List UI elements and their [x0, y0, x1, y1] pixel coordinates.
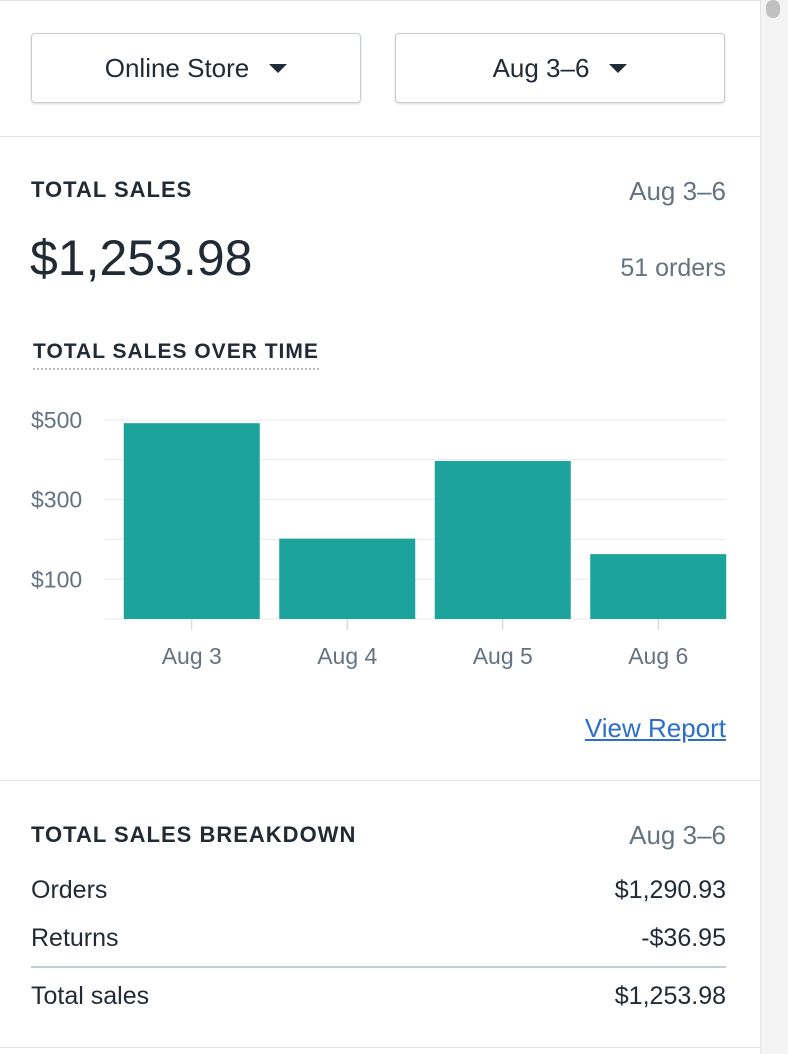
section-title: TOTAL SALES: [31, 177, 193, 202]
row-label: Total sales: [31, 982, 150, 1010]
bar: [434, 460, 571, 619]
caret: [269, 63, 288, 73]
date-range: Aug 3–6: [629, 176, 726, 206]
store-label: Online Store: [104, 52, 250, 83]
bar: [590, 554, 727, 619]
section-title: TOTAL SALES BREAKDOWN: [31, 822, 357, 847]
row-label: Returns: [31, 924, 119, 952]
date-range: Aug 3–6: [629, 820, 726, 850]
divider: [0, 0, 760, 1]
view-report-link[interactable]: View Report: [584, 713, 726, 743]
scrollbar-thumb[interactable]: [766, 0, 780, 18]
y-tick-label: $100: [31, 566, 82, 592]
date-dropdown[interactable]: Aug 3–6: [395, 33, 725, 103]
x-tick-label: Aug 4: [317, 643, 377, 669]
chart: $100 $300 $500 Aug 3 Aug 4 Aug 5 Aug 6: [31, 407, 727, 669]
scrollbar[interactable]: [760, 0, 788, 1054]
date-label: Aug 3–6: [492, 52, 590, 83]
divider: [0, 136, 760, 137]
y-tick-label: $500: [31, 407, 82, 433]
row-value: $1,253.98: [614, 982, 726, 1010]
total-rule: [31, 966, 726, 968]
row-value: -$36.95: [641, 924, 726, 952]
x-tick-label: Aug 5: [473, 643, 533, 669]
y-tick-label: $300: [31, 487, 82, 513]
total-amount: $1,253.98: [30, 230, 253, 286]
row-label: Orders: [31, 876, 108, 904]
order-count: 51 orders: [620, 254, 726, 282]
caret: [609, 63, 628, 73]
divider: [0, 1047, 760, 1048]
divider: [0, 780, 760, 781]
bar: [279, 538, 416, 619]
store-dropdown[interactable]: Online Store: [31, 33, 361, 103]
x-tick-label: Aug 6: [628, 643, 688, 669]
chart-title[interactable]: TOTAL SALES OVER TIME: [33, 340, 319, 370]
x-tick-label: Aug 3: [162, 643, 222, 669]
row-value: $1,290.93: [614, 876, 726, 904]
bar: [123, 423, 260, 619]
